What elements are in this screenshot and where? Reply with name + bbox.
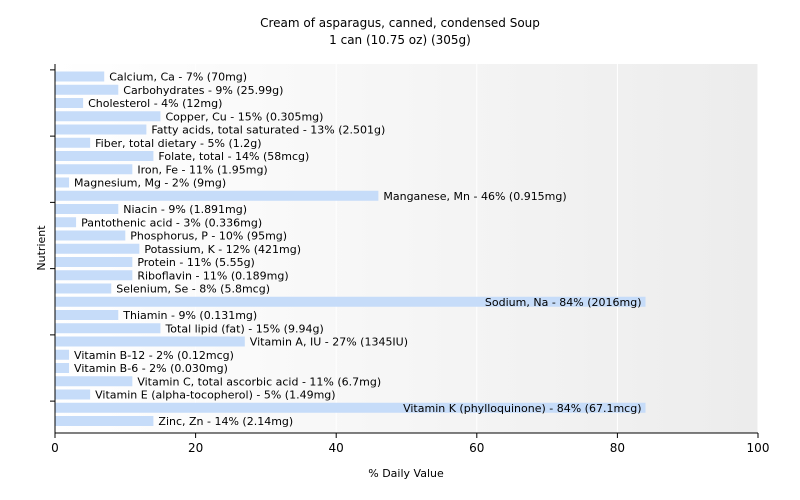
bar-label-25: Vitamin K (phylloquinone) - 84% (67.1mcg… (403, 402, 641, 415)
bar-label-22: Vitamin B-6 - 2% (0.030mg) (74, 362, 228, 375)
x-tick-label-5: 100 (747, 441, 770, 455)
bar-label-18: Thiamin - 9% (0.131mg) (122, 309, 257, 322)
x-tick-label-2: 40 (329, 441, 344, 455)
bar-11 (55, 217, 77, 228)
bar-17 (55, 296, 646, 307)
bar-23 (55, 376, 133, 387)
bar-4 (55, 124, 147, 135)
bar-label-1: Carbohydrates - 9% (25.99g) (123, 84, 283, 97)
bar-12 (55, 230, 126, 241)
bar-label-13: Potassium, K - 12% (421mg) (144, 243, 301, 256)
bar-label-16: Selenium, Se - 8% (5.8mcg) (116, 283, 270, 296)
bar-16 (55, 283, 112, 294)
bar-label-20: Vitamin A, IU - 27% (1345IU) (250, 336, 408, 349)
bar-5 (55, 137, 91, 148)
bar-10 (55, 204, 119, 214)
bar-9 (55, 190, 379, 201)
bar-label-4: Fatty acids, total saturated - 13% (2.50… (151, 124, 385, 137)
bar-13 (55, 243, 140, 254)
bar-6 (55, 151, 154, 161)
bar-7 (55, 164, 133, 175)
bar-label-11: Pantothenic acid - 3% (0.336mg) (81, 216, 262, 229)
bar-label-5: Fiber, total dietary - 5% (1.2g) (95, 137, 261, 150)
bar-label-9: Manganese, Mn - 46% (0.915mg) (383, 190, 566, 203)
bar-label-21: Vitamin B-12 - 2% (0.12mcg) (74, 349, 234, 362)
bar-2 (55, 98, 84, 108)
plot-background (55, 64, 758, 433)
bars: Calcium, Ca - 7% (70mg)Carbohydrates - 9… (55, 71, 646, 428)
bar-24 (55, 389, 91, 400)
chart-subtitle: 1 can (10.75 oz) (305g) (329, 33, 471, 47)
bar-18 (55, 310, 119, 320)
bar-label-24: Vitamin E (alpha-tocopherol) - 5% (1.49m… (95, 389, 335, 402)
bar-20 (55, 336, 245, 347)
x-tick-label-4: 80 (610, 441, 625, 455)
chart-title: Cream of asparagus, canned, condensed So… (260, 16, 540, 30)
bar-3 (55, 111, 161, 122)
bar-26 (55, 416, 154, 426)
bar-25 (55, 402, 646, 413)
bar-label-7: Iron, Fe - 11% (1.95mg) (137, 163, 267, 176)
bar-label-6: Folate, total - 14% (58mcg) (158, 150, 309, 163)
bar-label-12: Phosphorus, P - 10% (95mg) (130, 230, 287, 243)
bar-15 (55, 270, 133, 281)
x-tick-label-0: 0 (51, 441, 59, 455)
x-tick-label-1: 20 (188, 441, 203, 455)
bar-14 (55, 257, 133, 267)
bar-19 (55, 323, 161, 334)
bar-label-0: Calcium, Ca - 7% (70mg) (109, 71, 247, 84)
bar-21 (55, 349, 70, 360)
bar-1 (55, 84, 119, 95)
x-tick-label-3: 60 (469, 441, 484, 455)
x-axis-title: % Daily Value (368, 467, 444, 480)
bar-label-17: Sodium, Na - 84% (2016mg) (485, 296, 642, 309)
bar-label-15: Riboflavin - 11% (0.189mg) (137, 269, 288, 282)
bar-label-26: Zinc, Zn - 14% (2.14mg) (158, 415, 293, 428)
bar-8 (55, 177, 70, 188)
bar-22 (55, 363, 70, 373)
bar-label-19: Total lipid (fat) - 15% (9.94g) (164, 322, 323, 335)
bar-label-2: Cholesterol - 4% (12mg) (88, 97, 222, 110)
bar-label-10: Niacin - 9% (1.891mg) (123, 203, 247, 216)
gridlines (195, 64, 759, 433)
bar-label-14: Protein - 11% (5.55g) (137, 256, 255, 269)
bar-label-23: Vitamin C, total ascorbic acid - 11% (6.… (137, 375, 381, 388)
bar-label-3: Copper, Cu - 15% (0.305mg) (165, 110, 323, 123)
bar-0 (55, 71, 105, 82)
axes: 0 20 40 60 80 100 (50, 64, 769, 455)
bar-label-8: Magnesium, Mg - 2% (9mg) (74, 177, 226, 190)
y-axis-title: Nutrient (35, 225, 48, 271)
